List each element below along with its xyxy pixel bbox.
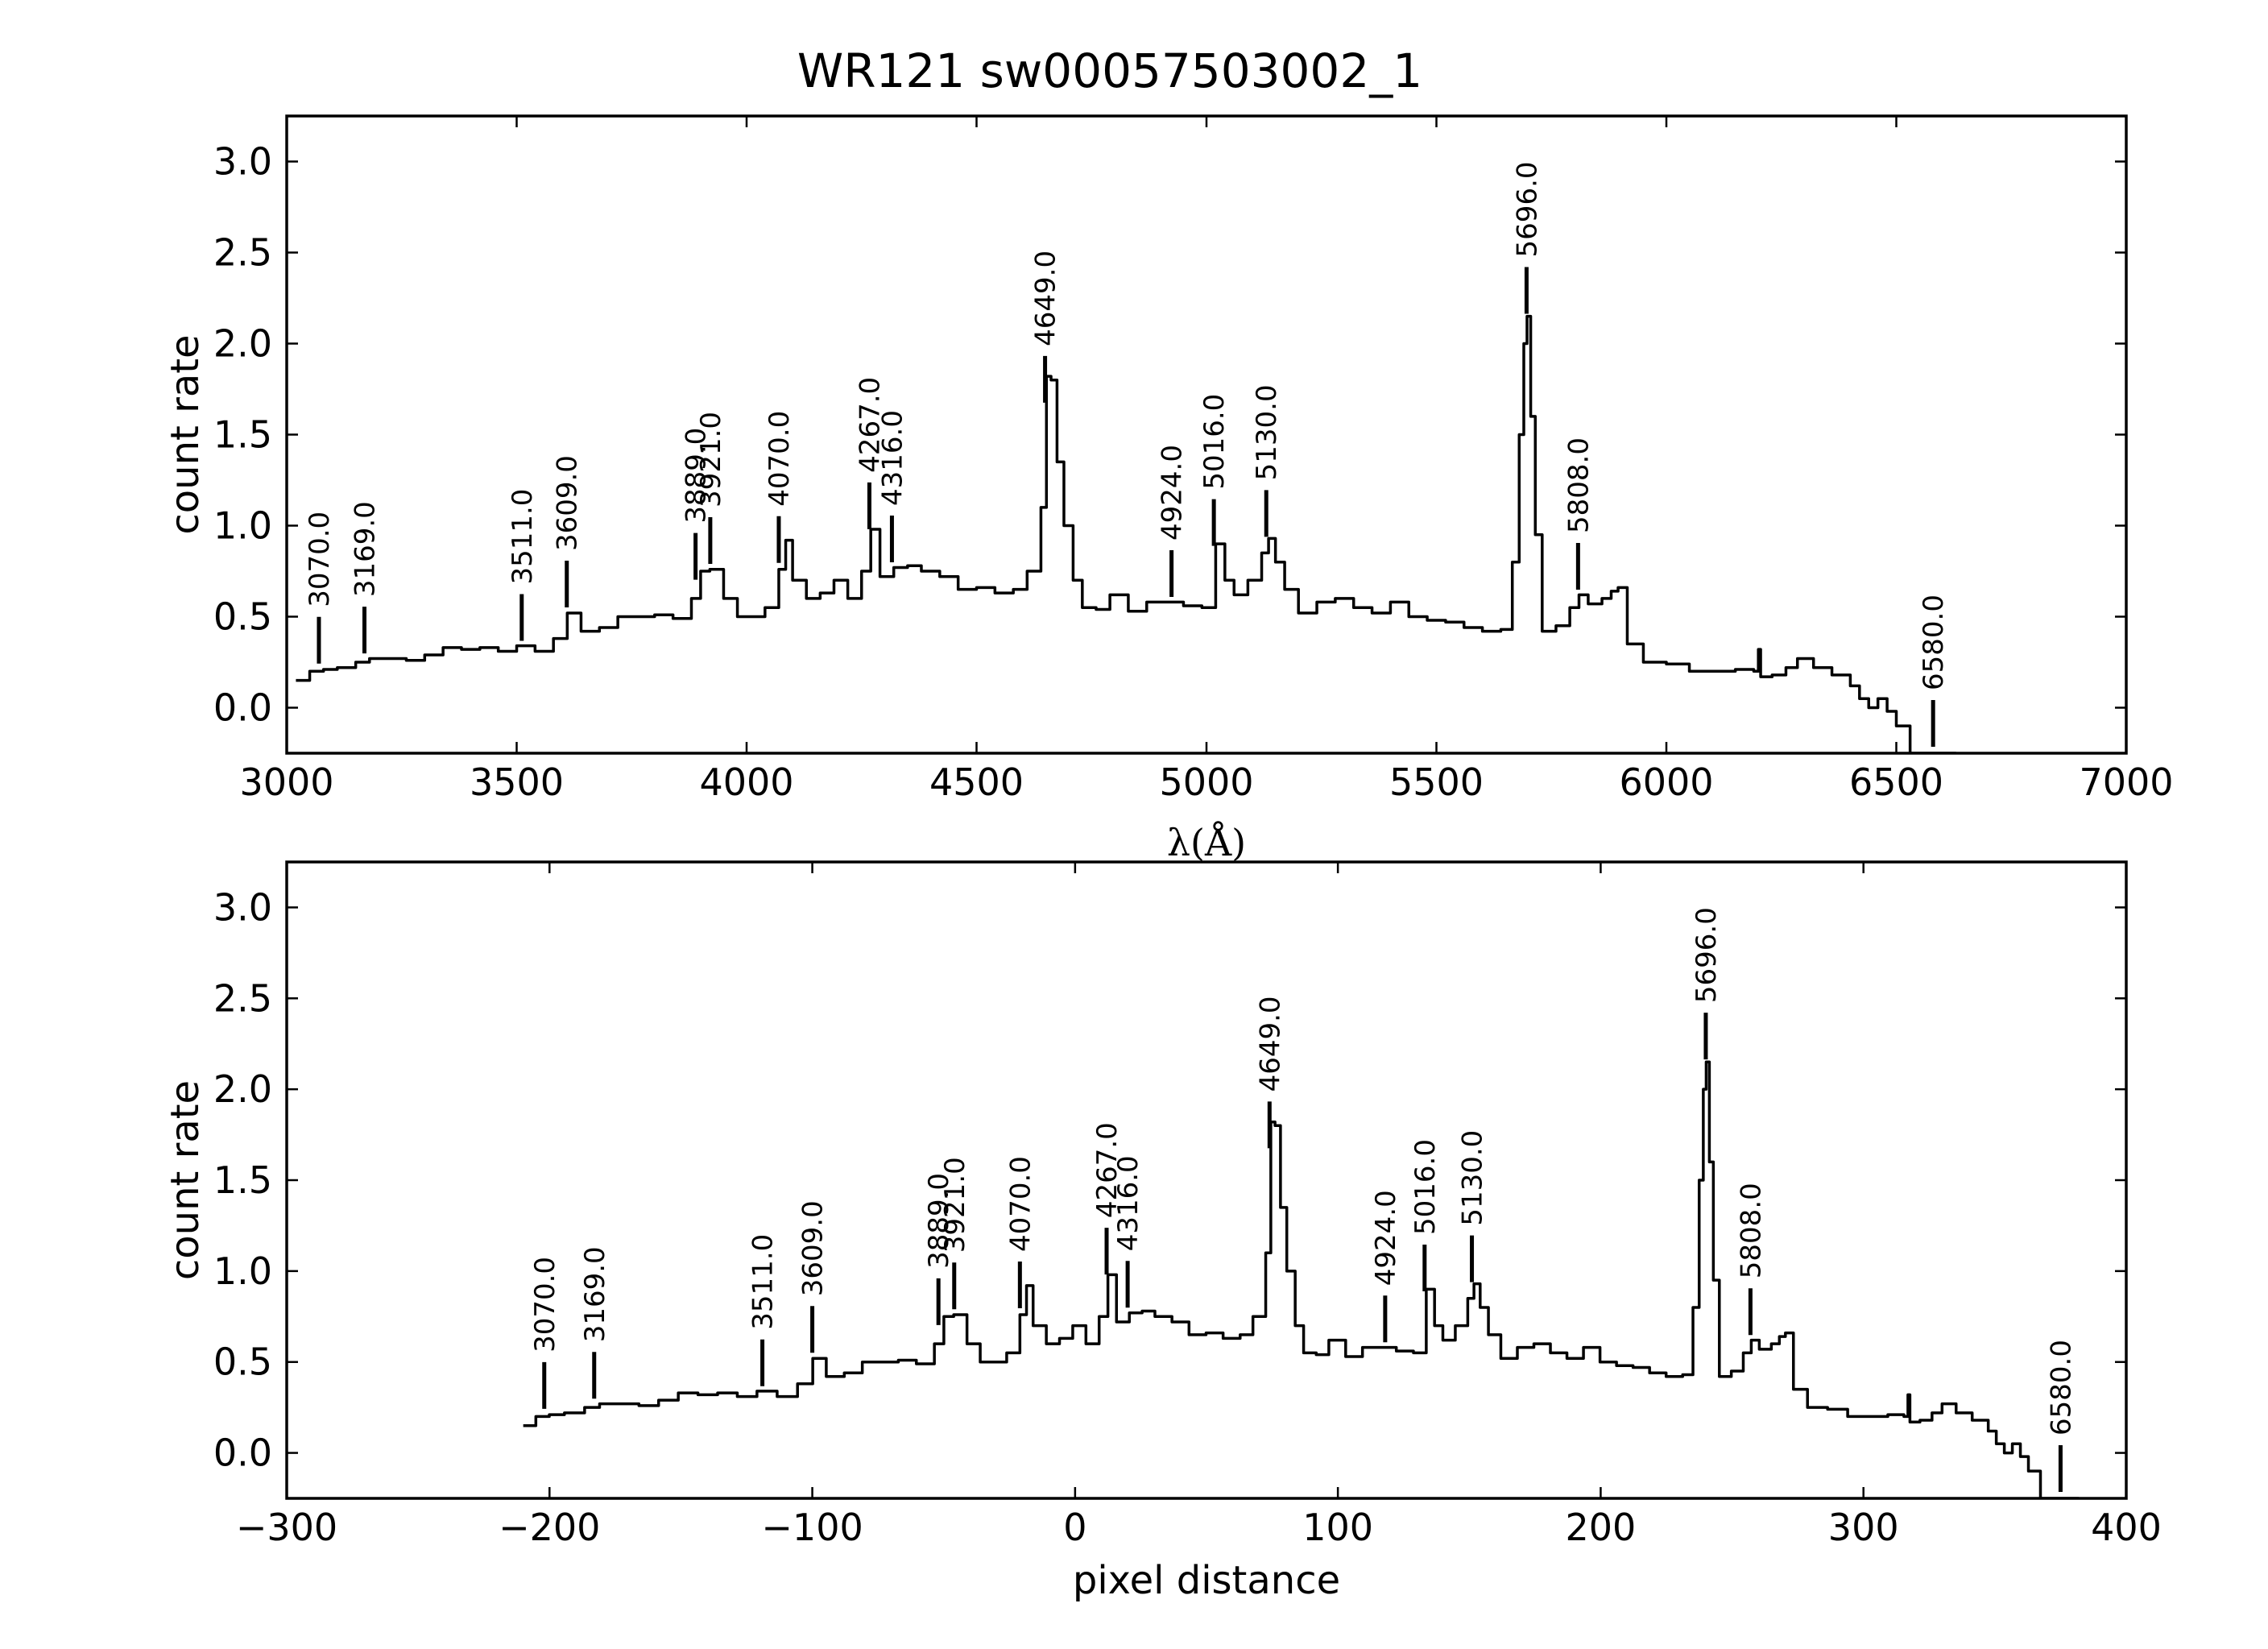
line-marker-label: 4649.0 xyxy=(1254,996,1286,1092)
line-marker-label: 3889.0 xyxy=(923,1173,955,1269)
line-marker-label: 6580.0 xyxy=(1918,595,1950,690)
line-marker-label: 4070.0 xyxy=(1004,1156,1037,1252)
x-tick-label: 3500 xyxy=(470,760,564,804)
line-marker-label: 5696.0 xyxy=(1691,907,1723,1003)
line-marker-label: 4649.0 xyxy=(1030,251,1062,346)
y-tick-label: 0.0 xyxy=(213,686,272,730)
line-marker-label: 5016.0 xyxy=(1198,394,1231,490)
x-tick-label: −200 xyxy=(499,1506,600,1549)
y-tick-label: 1.5 xyxy=(213,413,272,457)
x-tick-label: 5000 xyxy=(1159,760,1253,804)
x-tick-label: −100 xyxy=(761,1506,863,1549)
line-marker-label: 3889.0 xyxy=(681,428,713,524)
x-tick-label: 300 xyxy=(1828,1506,1899,1549)
y-tick-label: 2.0 xyxy=(213,322,272,366)
chart-title: WR121 sw00057503002_1 xyxy=(797,44,1422,98)
x-tick-label: 6500 xyxy=(1849,760,1943,804)
x-tick-label: −300 xyxy=(236,1506,337,1549)
line-marker-label: 6580.0 xyxy=(2045,1340,2077,1436)
x-tick-label: 200 xyxy=(1566,1506,1637,1549)
y-tick-label: 3.0 xyxy=(213,885,272,929)
x-tick-label: 6000 xyxy=(1619,760,1713,804)
x-tick-label: 100 xyxy=(1302,1506,1373,1549)
y-tick-label: 0.5 xyxy=(213,595,272,639)
spectrum-line xyxy=(523,1060,2080,1498)
y-tick-label: 1.5 xyxy=(213,1158,272,1202)
y-tick-label: 2.5 xyxy=(213,976,272,1020)
y-axis-label: count rate xyxy=(163,334,208,534)
line-marker-label: 5130.0 xyxy=(1457,1130,1489,1226)
line-marker-label: 3921.0 xyxy=(939,1157,971,1253)
x-tick-label: 3000 xyxy=(239,760,333,804)
line-marker-label: 4924.0 xyxy=(1157,445,1189,541)
line-marker-label: 4316.0 xyxy=(876,410,908,506)
line-marker-label: 3511.0 xyxy=(507,489,539,585)
x-axis-label: pixel distance xyxy=(1073,1558,1340,1603)
line-marker-label: 3511.0 xyxy=(747,1234,780,1330)
y-tick-label: 2.5 xyxy=(213,231,272,275)
line-marker-label: 5808.0 xyxy=(1562,437,1595,533)
line-marker-label: 3169.0 xyxy=(579,1246,611,1342)
line-marker-label: 5808.0 xyxy=(1735,1183,1767,1278)
line-marker-label: 3609.0 xyxy=(552,455,584,551)
axes-frame xyxy=(285,860,2128,1500)
y-tick-label: 0.0 xyxy=(213,1431,272,1475)
x-tick-label: 0 xyxy=(1063,1506,1086,1549)
x-tick-label: 4500 xyxy=(929,760,1024,804)
x-tick-label: 4000 xyxy=(699,760,793,804)
line-marker-label: 3609.0 xyxy=(797,1200,830,1296)
line-marker-label: 3169.0 xyxy=(349,501,381,597)
x-axis-label: λ(Å) xyxy=(1167,820,1246,864)
line-marker-label: 4924.0 xyxy=(1370,1190,1402,1286)
x-tick-label: 7000 xyxy=(2079,760,2173,804)
y-axis-label: count rate xyxy=(163,1080,208,1280)
line-marker-label: 4267.0 xyxy=(854,377,886,473)
line-marker-label: 4267.0 xyxy=(1091,1122,1124,1218)
y-tick-label: 1.0 xyxy=(213,504,272,548)
x-tick-label: 5500 xyxy=(1389,760,1484,804)
y-tick-label: 3.0 xyxy=(213,140,272,184)
line-marker-label: 4070.0 xyxy=(764,411,796,507)
y-tick-label: 2.0 xyxy=(213,1067,272,1111)
line-marker-label: 3070.0 xyxy=(304,512,336,607)
y-tick-label: 0.5 xyxy=(213,1340,272,1384)
y-tick-label: 1.0 xyxy=(213,1249,272,1293)
line-marker-label: 3070.0 xyxy=(529,1257,561,1353)
spectrum-line xyxy=(296,314,1956,753)
line-marker-label: 3921.0 xyxy=(695,412,727,508)
line-marker-label: 5696.0 xyxy=(1511,161,1543,257)
line-marker-label: 5016.0 xyxy=(1409,1139,1442,1235)
line-marker-label: 4316.0 xyxy=(1112,1155,1144,1251)
line-marker-label: 5130.0 xyxy=(1251,384,1283,480)
x-tick-label: 400 xyxy=(2091,1506,2162,1549)
